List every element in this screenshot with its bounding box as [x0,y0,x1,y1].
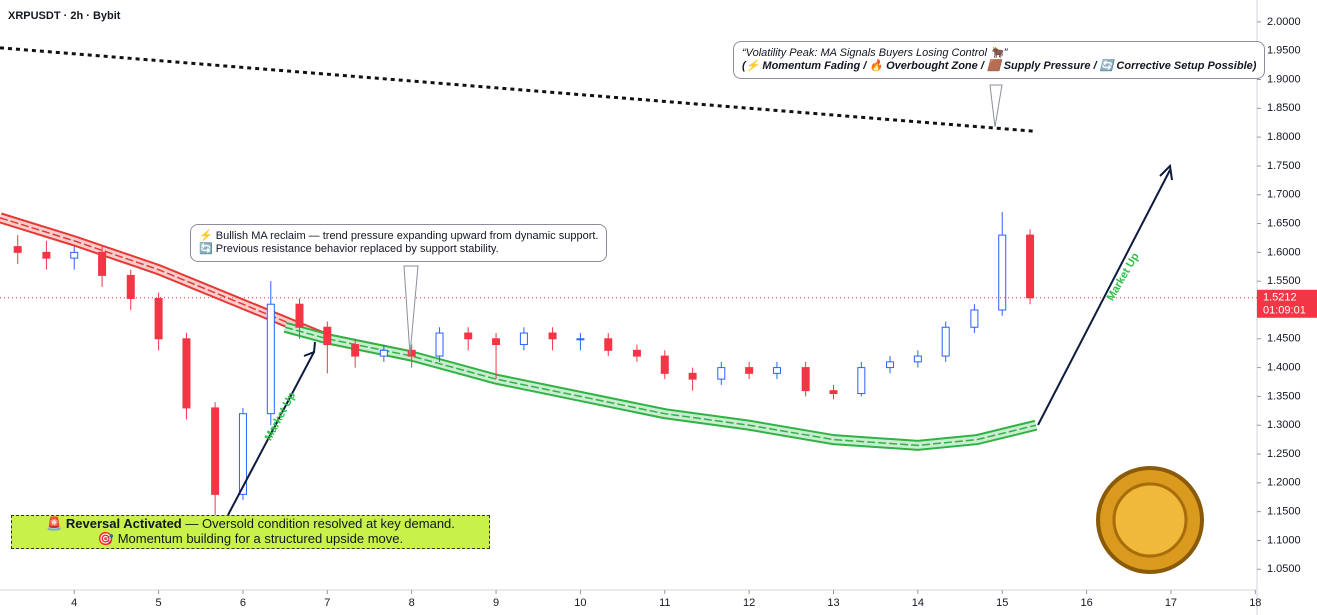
candle-body [913,355,922,363]
x-tick-label: 18 [1249,597,1261,609]
x-tick-label: 5 [156,597,162,609]
callout: “Volatility Peak: MA Signals Buyers Losi… [733,41,1266,79]
candle-body [688,372,697,380]
arrow [227,341,316,516]
y-tick-label: 1.1000 [1267,534,1301,546]
candle-body [295,303,304,328]
y-tick-label: 1.8000 [1267,131,1301,143]
x-tick-label: 12 [743,597,755,609]
arrow [1037,163,1173,426]
candle-body [464,332,473,340]
y-tick-label: 1.4500 [1267,333,1301,345]
candle-body [323,326,332,346]
y-tick-label: 1.7000 [1267,189,1301,201]
candle-body [970,309,979,328]
y-tick-label: 1.0500 [1267,563,1301,575]
ma-band-center [284,326,1037,447]
candle-body [632,349,641,357]
y-tick-label: 1.9500 [1267,45,1301,57]
candle-body [801,367,810,392]
candle-body [211,407,220,495]
candle-body [98,251,107,276]
x-tick-label: 16 [1080,597,1092,609]
ma-band-inner [284,323,1037,449]
candle-body [829,390,838,395]
callout-line: 🔄 Previous resistance behavior replaced … [199,243,499,255]
candle-body [266,303,275,415]
x-tick-label: 15 [996,597,1008,609]
bold-text: Reversal Activated [65,516,182,531]
candle-body [154,297,163,340]
x-tick-label: 17 [1165,597,1177,609]
x-tick-label: 14 [912,597,924,609]
candle-body [745,367,754,374]
callout-tail [403,265,419,356]
candle-body [998,234,1007,311]
text: — Oversold condition resolved at key dem… [185,516,455,531]
candle-body [379,349,388,357]
y-tick-label: 1.3000 [1267,419,1301,431]
callout-tail [989,84,1003,128]
y-tick-label: 2.0000 [1267,16,1301,28]
y-tick-label: 1.5500 [1267,275,1301,287]
reversal-box: 🚨 Reversal Activated — Oversold conditio… [11,515,490,549]
callout-line: “Volatility Peak: MA Signals Buyers Losi… [742,47,1008,59]
reversal-line: 🚨 Reversal Activated — Oversold conditio… [12,516,489,531]
candle-body [13,246,22,253]
candle-body [492,338,501,346]
x-tick-label: 7 [324,597,330,609]
candle-body [772,367,781,374]
candle-body [407,349,416,357]
candle-body [941,326,950,357]
candle-body [604,338,613,351]
candle-body [70,251,79,259]
ma-band [283,321,1038,451]
trend-line [0,46,1037,133]
arrows [227,163,1173,516]
x-tick-label: 10 [574,597,586,609]
callout-line: (⚡ Momentum Fading / 🔥 Overbought Zone /… [742,60,1257,72]
candle-body [182,338,191,409]
candle-body [548,332,557,340]
y-tick-label: 1.6000 [1267,246,1301,258]
y-tick-label: 1.9000 [1267,73,1301,85]
y-tick-label: 1.4000 [1267,362,1301,374]
reversal-line: 🎯 Momentum building for a structured ups… [97,531,404,546]
candle-body [126,274,135,299]
candle-body [660,355,669,374]
x-tick-label: 8 [409,597,415,609]
candle-body [886,361,895,369]
callout: ⚡ Bullish MA reclaim — trend pressure ex… [190,224,608,262]
x-tick-label: 4 [71,597,77,609]
candle-body [717,367,726,380]
y-tick-label: 1.1500 [1267,506,1301,518]
candle-body [238,413,247,495]
y-tick-label: 1.2000 [1267,477,1301,489]
coin-illustration [1112,482,1188,558]
last-price-tag [1257,289,1317,318]
y-tick-label: 1.8500 [1267,102,1301,114]
candle-body [1026,234,1035,299]
candle-body [42,251,51,259]
last-price-label: 1.5212 [1263,292,1297,304]
candle-body [435,332,444,357]
y-tick-label: 1.7500 [1267,160,1301,172]
icon: 🚨 [46,516,63,531]
candle-body [576,338,585,341]
y-tick-label: 1.2500 [1267,448,1301,460]
x-tick-label: 6 [240,597,246,609]
x-tick-label: 9 [493,597,499,609]
countdown-label: 01:09:01 [1263,305,1306,317]
candle-body [519,332,528,346]
callout-line: ⚡ Bullish MA reclaim — trend pressure ex… [199,230,599,242]
candle-body [857,367,866,395]
x-tick-label: 13 [827,597,839,609]
x-tick-label: 11 [659,597,670,609]
y-tick-label: 1.6500 [1267,217,1301,229]
candle-body [351,344,360,357]
y-tick-label: 1.3500 [1267,390,1301,402]
chart-title: XRPUSDT · 2h · Bybit [8,10,121,22]
